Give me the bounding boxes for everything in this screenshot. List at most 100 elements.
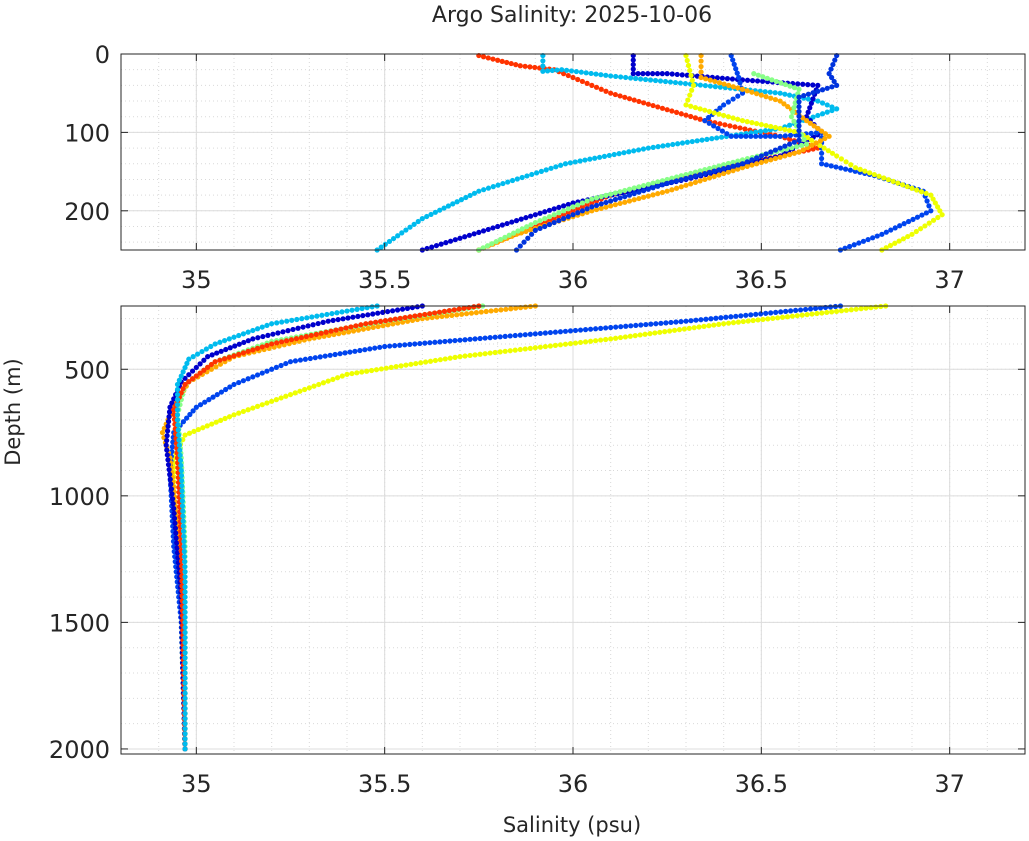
data-point xyxy=(744,159,750,165)
data-point xyxy=(697,82,704,88)
data-point xyxy=(767,133,773,139)
data-point xyxy=(896,238,902,244)
data-point xyxy=(711,110,717,116)
data-point xyxy=(784,314,791,320)
data-point xyxy=(169,496,176,502)
data-point xyxy=(863,305,869,311)
data-point xyxy=(914,187,920,193)
data-point xyxy=(808,130,814,136)
data-point xyxy=(468,310,475,316)
data-point xyxy=(879,231,885,237)
data-point xyxy=(762,133,769,139)
data-point xyxy=(650,180,656,186)
chart-title: Argo Salinity: 2025-10-06 xyxy=(432,3,712,28)
data-point xyxy=(437,207,443,213)
data-point xyxy=(686,325,692,331)
data-point xyxy=(801,136,807,143)
data-point xyxy=(730,84,736,90)
data-point xyxy=(462,353,468,359)
data-point xyxy=(843,159,849,165)
data-point xyxy=(250,374,256,380)
data-point xyxy=(763,151,769,157)
data-point xyxy=(714,135,720,141)
data-point xyxy=(339,373,345,379)
data-point xyxy=(467,336,473,342)
data-point xyxy=(598,193,604,200)
data-point xyxy=(182,364,188,371)
data-point xyxy=(485,226,491,233)
y-tick-label: 500 xyxy=(64,356,110,384)
data-point xyxy=(730,96,736,102)
data-point xyxy=(937,208,943,214)
data-point xyxy=(768,157,774,163)
data-point xyxy=(819,161,825,167)
data-point xyxy=(570,204,576,210)
data-point xyxy=(791,85,798,91)
data-point xyxy=(577,158,583,164)
data-point xyxy=(671,327,678,333)
data-point xyxy=(449,312,455,318)
data-point xyxy=(781,101,787,107)
data-point xyxy=(758,311,764,317)
data-point xyxy=(200,425,206,431)
data-point xyxy=(467,352,473,359)
data-point xyxy=(827,304,834,310)
data-point xyxy=(433,242,440,249)
data-point xyxy=(856,240,862,246)
data-point xyxy=(278,339,285,345)
data-point xyxy=(833,164,839,170)
data-point xyxy=(598,325,604,331)
data-point xyxy=(208,343,214,350)
data-point xyxy=(553,164,559,170)
data-point xyxy=(724,131,730,137)
data-point xyxy=(930,196,936,202)
data-point xyxy=(692,104,699,111)
data-point xyxy=(819,100,826,106)
data-point xyxy=(715,125,721,132)
data-point xyxy=(593,71,599,77)
data-point xyxy=(777,98,783,104)
data-point xyxy=(522,63,528,69)
data-point xyxy=(328,328,334,334)
data-point xyxy=(667,328,673,334)
data-point xyxy=(537,225,543,232)
data-point xyxy=(664,180,670,186)
data-point xyxy=(725,320,732,326)
data-point xyxy=(441,205,447,211)
data-point xyxy=(174,412,181,418)
data-point xyxy=(392,316,398,322)
y-tick-label: 1500 xyxy=(49,609,110,637)
data-point xyxy=(347,349,353,355)
data-point xyxy=(939,212,945,218)
data-point xyxy=(754,120,760,127)
data-point xyxy=(222,415,228,422)
data-point xyxy=(367,346,373,352)
data-point xyxy=(343,325,349,331)
data-point xyxy=(412,341,418,347)
data-point xyxy=(197,370,203,376)
data-point xyxy=(683,171,689,178)
data-point xyxy=(622,334,629,340)
data-point xyxy=(787,83,793,89)
data-point xyxy=(647,77,654,83)
data-point xyxy=(186,430,193,436)
data-point xyxy=(887,242,894,249)
data-point xyxy=(743,312,749,318)
data-point xyxy=(182,710,188,717)
data-point xyxy=(165,428,171,434)
data-point xyxy=(592,155,598,161)
data-point xyxy=(287,391,294,398)
data-point xyxy=(226,414,233,420)
data-point xyxy=(375,310,381,316)
data-point xyxy=(540,63,546,69)
data-point xyxy=(572,327,579,334)
data-point xyxy=(164,447,170,453)
data-point xyxy=(497,349,503,355)
data-point xyxy=(364,368,370,374)
data-point xyxy=(596,154,603,160)
data-point xyxy=(457,235,463,241)
data-point xyxy=(677,80,684,86)
data-point xyxy=(763,310,769,316)
data-point xyxy=(368,367,375,374)
data-point xyxy=(302,386,308,393)
